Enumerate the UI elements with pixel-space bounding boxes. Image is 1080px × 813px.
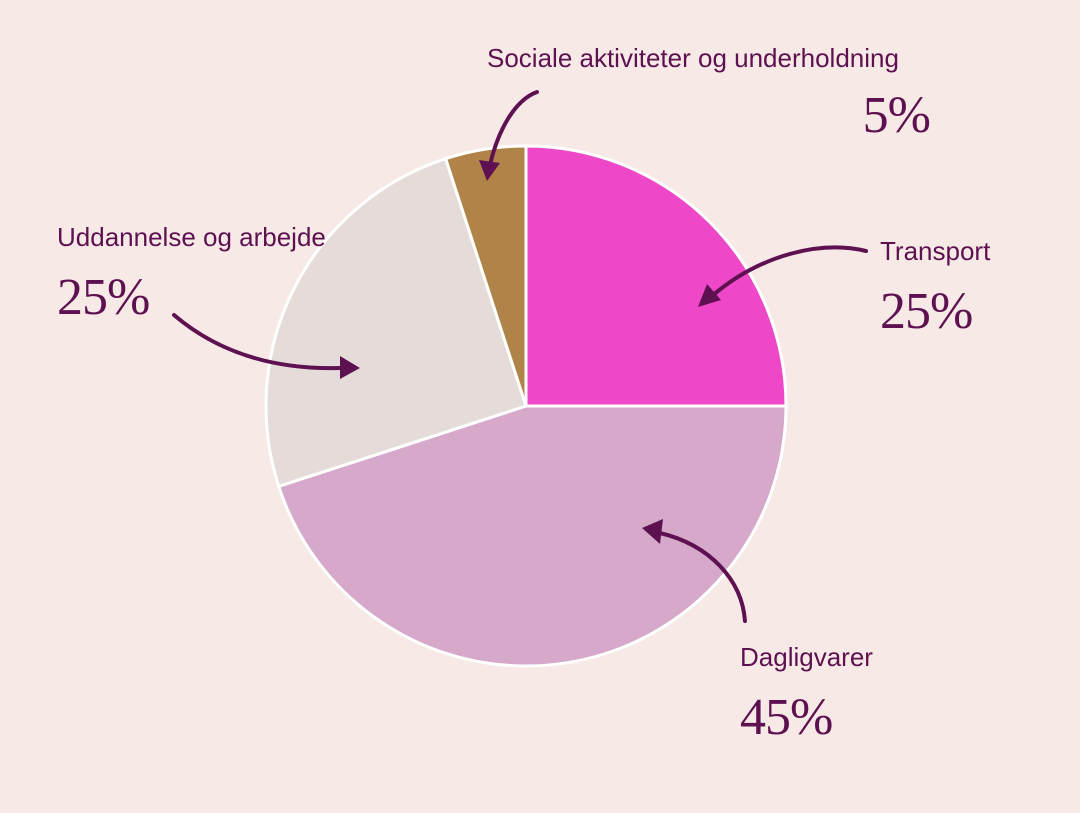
dagligvarer-arrow	[658, 531, 747, 623]
value-transport: 25%	[880, 283, 972, 340]
value-uddannelse: 25%	[57, 269, 149, 326]
pie-slice-dagligvarer	[277, 404, 788, 668]
sociale-arrow	[488, 90, 539, 167]
label-dagligvarer: Dagligvarer	[740, 642, 873, 672]
label-sociale: Sociale aktiviteter og underholdning	[487, 43, 899, 73]
pie-slice-sociale	[444, 144, 528, 408]
slice-labels: Transport 25% Dagligvarer 45% Uddannelse…	[57, 43, 991, 746]
value-dagligvarer: 45%	[740, 689, 832, 746]
dagligvarer-arrow-head	[642, 519, 663, 544]
uddannelse-arrow-head	[340, 356, 360, 379]
pie-slice-uddannelse	[264, 157, 528, 488]
pie-slices	[264, 144, 788, 668]
callout-arrows	[172, 90, 868, 623]
transport-arrow	[710, 245, 868, 298]
label-uddannelse: Uddannelse og arbejde	[57, 222, 326, 252]
label-transport: Transport	[880, 236, 991, 266]
sociale-arrow-head	[479, 160, 500, 181]
transport-arrow-head	[698, 284, 721, 307]
pie-slice-transport	[524, 144, 788, 408]
uddannelse-arrow	[172, 313, 342, 371]
value-sociale: 5%	[863, 87, 930, 144]
